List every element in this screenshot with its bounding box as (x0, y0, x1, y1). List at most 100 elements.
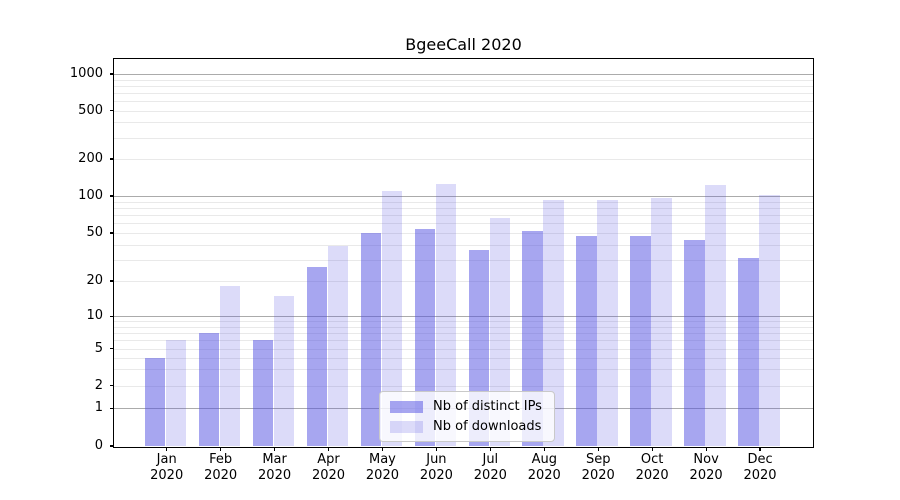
gridline-minor (114, 333, 813, 335)
gridline-minor (114, 369, 813, 371)
bar-nb-of-downloads-sep (597, 199, 618, 446)
y-tick-label: 10 (86, 308, 103, 324)
chart-title: BgeeCall 2020 (405, 35, 522, 54)
x-tick-mark (651, 447, 653, 451)
y-tick-mark (109, 280, 114, 282)
x-tick-label: May 2020 (365, 452, 399, 483)
legend: Nb of distinct IPs Nb of downloads (379, 391, 555, 442)
y-tick-mark (109, 315, 114, 318)
bar-nb-of-downloads-dec (759, 194, 780, 446)
gridline-minor (114, 110, 813, 112)
bar-nb-of-downloads-jun (435, 184, 457, 446)
legend-item-downloads: Nb of downloads (390, 419, 542, 434)
x-tick-label: Jan 2020 (150, 452, 184, 483)
y-tick-label: 5 (94, 340, 103, 356)
y-tick-label: 500 (78, 102, 103, 118)
x-tick-mark (220, 447, 222, 451)
x-tick-mark (597, 447, 599, 451)
bar-nb-of-distinct-ips-may (360, 233, 382, 446)
bar-nb-of-distinct-ips-dec (738, 258, 759, 446)
gridline-minor (114, 79, 813, 81)
x-tick-label: Jun 2020 (419, 452, 453, 483)
y-tick-mark (109, 407, 114, 409)
plot-area (114, 59, 813, 447)
gridline-minor (114, 207, 813, 209)
bar-nb-of-downloads-aug (543, 200, 565, 446)
gridline-minor (114, 201, 813, 203)
y-tick-label: 100 (78, 187, 103, 203)
gridline-minor (114, 92, 813, 94)
bar-nb-of-downloads-apr (327, 246, 349, 446)
x-tick-mark (705, 447, 707, 451)
x-tick-mark (166, 447, 168, 451)
bar-nb-of-downloads-oct (651, 197, 672, 446)
bar-nb-of-distinct-ips-feb (198, 333, 220, 446)
bar-nb-of-distinct-ips-mar (252, 340, 274, 446)
gridline-minor (114, 280, 813, 282)
y-tick-mark (109, 110, 114, 112)
x-tick-mark (381, 447, 384, 451)
x-tick-label: Mar 2020 (258, 452, 292, 483)
x-tick-mark (273, 447, 276, 451)
y-tick-mark (109, 348, 114, 350)
legend-swatch-downloads (390, 420, 423, 433)
y-tick-label: 20 (86, 272, 103, 288)
x-tick-label: Feb 2020 (204, 452, 238, 483)
gridline-minor (114, 137, 813, 139)
bar-nb-of-distinct-ips-apr (306, 267, 328, 446)
gridline-minor (114, 215, 813, 217)
gridline-major (114, 74, 813, 75)
x-tick-label: Apr 2020 (311, 452, 346, 483)
x-tick-label: Sep 2020 (581, 452, 615, 483)
gridline-minor (114, 259, 813, 261)
x-tick-label: Oct 2020 (635, 452, 669, 483)
bar-nb-of-downloads-feb (219, 286, 241, 446)
y-tick-label: 0 (94, 438, 103, 453)
bar-nb-of-downloads-jan (165, 340, 187, 446)
x-tick-label: Jul 2020 (473, 452, 507, 483)
gridline-major (114, 316, 813, 318)
x-tick-mark (435, 447, 437, 451)
y-tick-mark (109, 445, 114, 447)
gridline-minor (114, 85, 813, 87)
legend-label-distinct-ips: Nb of distinct IPs (433, 399, 542, 414)
bar-nb-of-distinct-ips-sep (576, 236, 597, 446)
x-tick-label: Aug 2020 (527, 452, 561, 483)
y-tick-label: 200 (78, 151, 103, 166)
y-tick-label: 1 (94, 400, 103, 416)
bar-nb-of-distinct-ips-jan (144, 357, 166, 446)
gridline-minor (114, 385, 813, 387)
bar-nb-of-downloads-jul (489, 218, 511, 446)
bar-nb-of-distinct-ips-oct (630, 236, 651, 446)
y-tick-label: 1000 (69, 66, 103, 81)
gridline-minor (114, 326, 813, 328)
gridline-minor (114, 233, 813, 234)
gridline-minor (114, 159, 813, 160)
bar-nb-of-downloads-nov (705, 184, 726, 446)
y-tick-mark (109, 195, 114, 197)
x-tick-mark (327, 447, 330, 451)
x-tick-label: Dec 2020 (743, 452, 777, 483)
y-tick-mark (109, 158, 114, 160)
legend-item-distinct-ips: Nb of distinct IPs (390, 399, 542, 414)
gridline-minor (114, 122, 813, 124)
gridline-minor (114, 223, 813, 225)
x-tick-mark (543, 447, 545, 451)
y-tick-mark (109, 232, 114, 234)
gridline-major (114, 195, 813, 197)
bar-nb-of-downloads-mar (273, 295, 295, 446)
x-tick-mark (489, 447, 491, 451)
x-tick-mark (759, 447, 761, 451)
gridline-minor (114, 244, 813, 246)
y-tick-label: 50 (86, 225, 103, 240)
gridline-minor (114, 340, 813, 342)
legend-swatch-distinct-ips (390, 400, 423, 413)
y-tick-mark (109, 385, 114, 387)
legend-label-downloads: Nb of downloads (433, 419, 542, 434)
gridline-minor (114, 321, 813, 323)
gridline-minor (114, 101, 813, 103)
bar-nb-of-distinct-ips-nov (684, 239, 705, 446)
bar-nb-of-downloads-may (381, 190, 403, 446)
y-tick-mark (109, 73, 114, 75)
